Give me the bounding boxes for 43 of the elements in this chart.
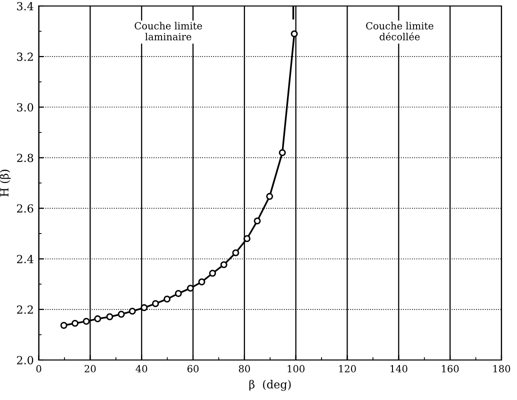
point — [164, 296, 171, 303]
point — [232, 249, 240, 256]
annotation: Couche limite décollée — [366, 22, 434, 40]
point — [186, 284, 194, 292]
point — [174, 290, 182, 297]
y-tick-label: 2.4 — [16, 254, 34, 264]
point — [278, 149, 286, 156]
annotation: Couche limite laminaire — [134, 22, 202, 40]
y-tick-label: 2.0 — [16, 356, 34, 364]
point — [60, 322, 68, 329]
point — [128, 308, 136, 315]
point — [290, 30, 298, 38]
point — [72, 320, 78, 327]
x-tick-label: 160 — [442, 365, 459, 372]
point — [220, 261, 228, 268]
x-tick-label: 80 — [238, 365, 250, 372]
x-tick-label: 140 — [390, 365, 408, 372]
point — [82, 318, 90, 325]
point — [198, 278, 206, 286]
y-tick-label: 3.0 — [17, 103, 34, 112]
x-tick-label: 120 — [339, 365, 356, 372]
y-tick-label: 3.4 — [17, 2, 34, 10]
point — [94, 315, 102, 322]
point — [140, 304, 148, 312]
point — [118, 310, 125, 318]
point — [152, 300, 159, 308]
point — [254, 217, 261, 224]
y-axis-title: H (β) — [0, 170, 11, 197]
point — [244, 235, 250, 242]
x-tick-label: 20 — [84, 365, 96, 372]
y-tick-label: 2.6 — [16, 204, 34, 213]
x-tick-label: 180 — [493, 365, 510, 372]
point — [209, 270, 216, 277]
y-tick-label: 2.2 — [16, 305, 33, 314]
x-tick-label: 0 — [36, 365, 42, 372]
point — [266, 192, 274, 200]
x-tick-label: 60 — [187, 365, 199, 372]
x-tick-label: 100 — [288, 365, 304, 372]
point — [106, 313, 114, 320]
y-tick-label: 3.2 — [17, 52, 33, 61]
x-tick-label: 40 — [136, 365, 148, 372]
x-axis-title: β (deg) — [249, 380, 291, 391]
y-tick-label: 2.8 — [16, 154, 34, 162]
